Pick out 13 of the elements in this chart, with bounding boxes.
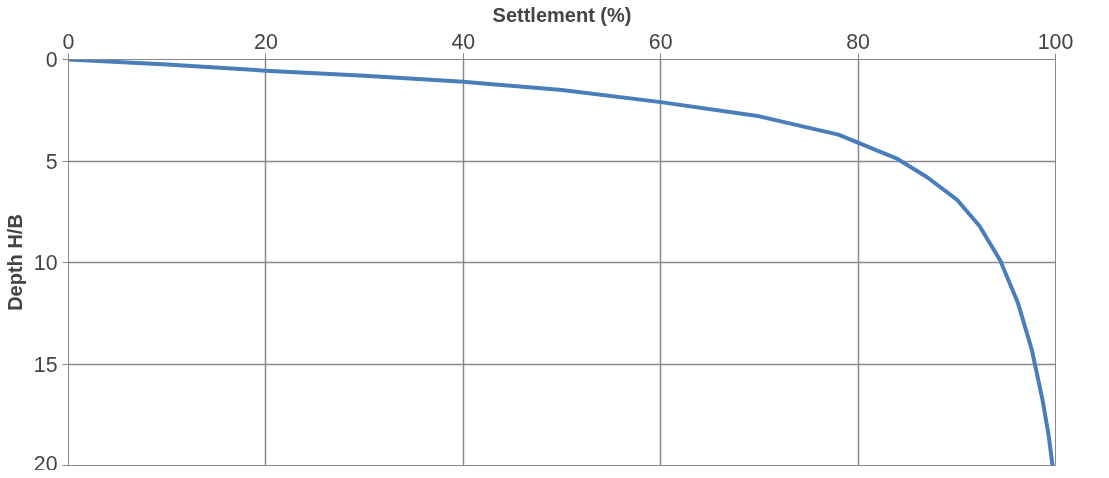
x-tick-label: 0	[62, 29, 75, 54]
x-tick-label: 40	[451, 29, 476, 54]
x-tick-label: 80	[846, 29, 871, 54]
y-tick-label: 15	[33, 352, 58, 377]
x-tick-label: 100	[1037, 29, 1074, 54]
x-tick-label: 20	[254, 29, 278, 54]
y-tick-label: 5	[45, 149, 58, 174]
y-tick-label: 20	[33, 451, 58, 476]
y-axis-title: Depth H/B	[3, 214, 26, 311]
x-tick-label: 60	[648, 29, 673, 54]
x-axis-title: Settlement (%)	[492, 3, 632, 26]
y-tick-label: 10	[33, 251, 58, 275]
y-tick-label: 0	[45, 48, 58, 72]
